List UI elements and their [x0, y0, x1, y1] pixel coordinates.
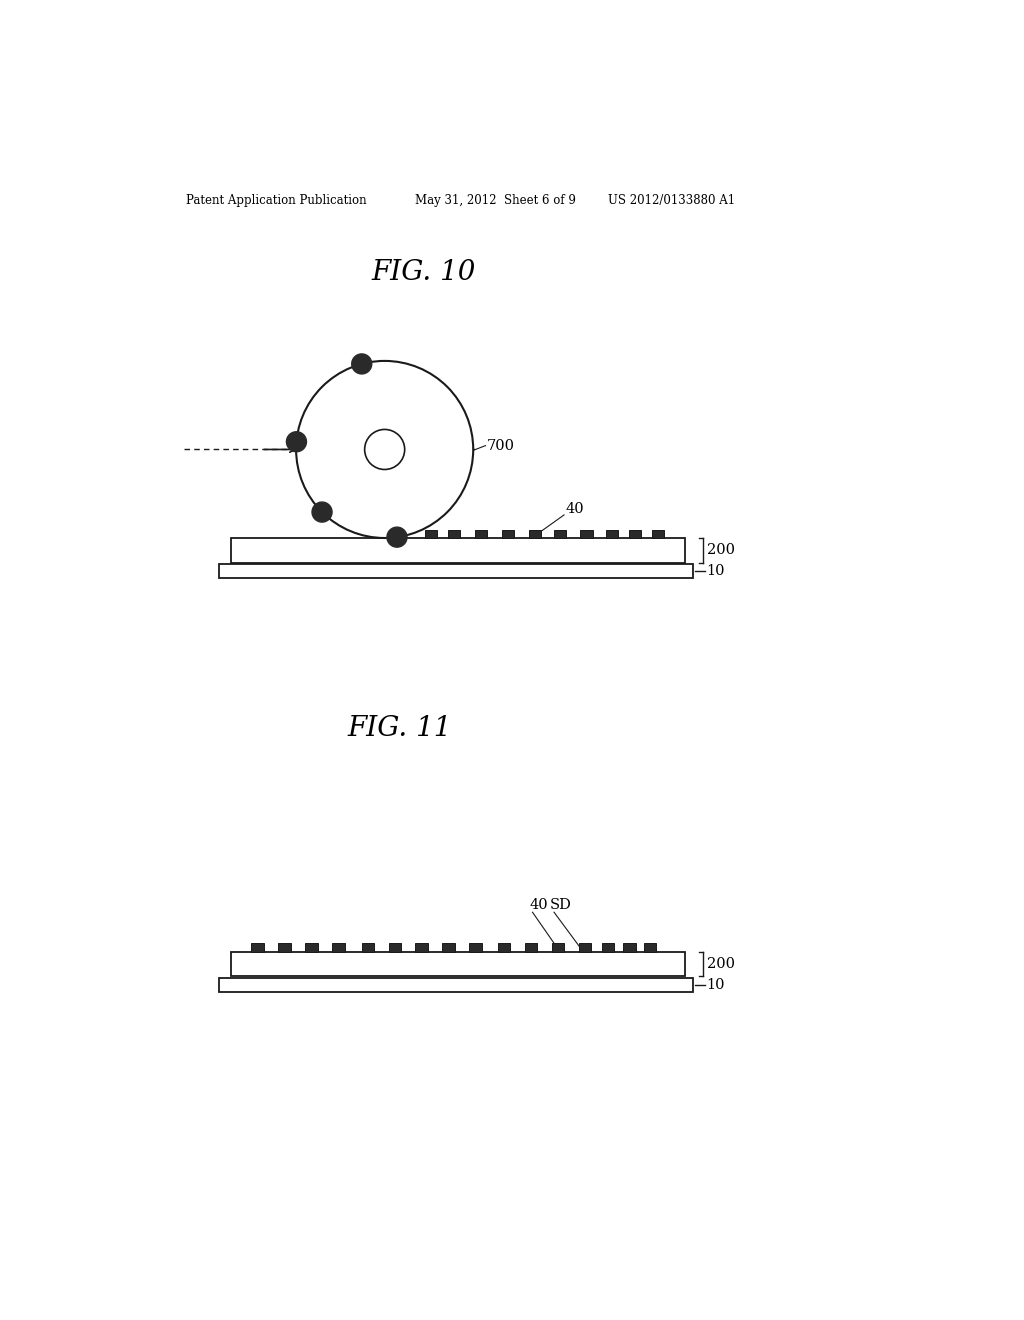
Bar	[416, 942, 428, 952]
Bar	[230, 952, 685, 977]
Text: FIG. 10: FIG. 10	[371, 259, 475, 286]
Text: 700: 700	[487, 438, 515, 453]
Bar	[554, 529, 566, 539]
Circle shape	[312, 502, 332, 523]
Circle shape	[287, 432, 306, 451]
Bar	[442, 942, 455, 952]
Text: US 2012/0133880 A1: US 2012/0133880 A1	[608, 194, 735, 207]
Bar	[425, 529, 437, 539]
Bar	[219, 978, 692, 991]
Bar	[624, 942, 636, 952]
Text: May 31, 2012  Sheet 6 of 9: May 31, 2012 Sheet 6 of 9	[416, 194, 577, 207]
Bar	[644, 942, 656, 952]
Bar	[602, 942, 614, 952]
Bar	[252, 942, 264, 952]
Bar	[498, 942, 510, 952]
Circle shape	[351, 354, 372, 374]
Bar	[279, 942, 291, 952]
Bar	[305, 942, 317, 952]
Circle shape	[365, 429, 404, 470]
Bar	[447, 529, 460, 539]
Text: 10: 10	[707, 564, 725, 578]
Circle shape	[296, 360, 473, 539]
Bar	[475, 529, 487, 539]
Bar	[605, 529, 617, 539]
Text: 200: 200	[707, 957, 734, 970]
Bar	[552, 942, 564, 952]
Bar	[219, 564, 692, 578]
Bar	[388, 942, 400, 952]
Text: 200: 200	[707, 544, 734, 557]
Bar	[629, 529, 641, 539]
Text: 40: 40	[529, 899, 548, 912]
Bar	[333, 942, 345, 952]
Bar	[581, 529, 593, 539]
Bar	[230, 539, 685, 562]
Bar	[528, 529, 541, 539]
Circle shape	[387, 527, 407, 548]
Bar	[361, 942, 374, 952]
Text: SD: SD	[550, 899, 571, 912]
Bar	[469, 942, 481, 952]
Bar	[524, 942, 538, 952]
Text: 10: 10	[707, 978, 725, 991]
Bar	[502, 529, 514, 539]
Bar	[579, 942, 591, 952]
Text: Patent Application Publication: Patent Application Publication	[186, 194, 367, 207]
Text: 40: 40	[565, 502, 585, 516]
Text: FIG. 11: FIG. 11	[348, 714, 453, 742]
Bar	[652, 529, 665, 539]
